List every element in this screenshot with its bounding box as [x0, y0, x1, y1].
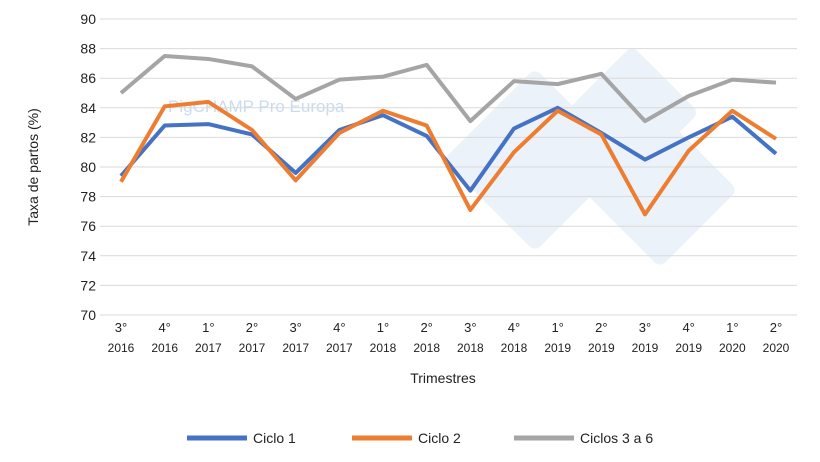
x-tick-year: 2019: [632, 341, 659, 355]
x-tick-label: 2°: [770, 320, 782, 335]
x-axis-label: Trimestres: [410, 370, 476, 386]
x-tick-label: 2°: [246, 320, 258, 335]
x-tick-year: 2017: [282, 341, 309, 355]
watermark-logo: [446, 48, 735, 265]
x-tick-year: 2018: [413, 341, 440, 355]
x-tick-label: 2°: [595, 320, 607, 335]
x-tick-year: 2019: [588, 341, 615, 355]
x-tick-year: 2019: [544, 341, 571, 355]
x-tick-year: 2018: [457, 341, 484, 355]
x-tick-label: 4°: [158, 320, 170, 335]
x-tick-label: 4°: [682, 320, 694, 335]
y-tick-label: 74: [80, 248, 96, 264]
x-tick-label: 4°: [508, 320, 520, 335]
legend: Ciclo 1 Ciclo 2 Ciclos 3 a 6: [187, 430, 653, 446]
legend-label: Ciclos 3 a 6: [580, 430, 653, 446]
x-tick-year: 2018: [501, 341, 528, 355]
x-tick-year: 2019: [675, 341, 702, 355]
y-tick-label: 88: [80, 41, 96, 57]
y-tick-label: 70: [80, 307, 96, 323]
x-tick-label: 1°: [377, 320, 389, 335]
x-tick-year: 2017: [239, 341, 266, 355]
legend-label: Ciclo 2: [418, 430, 461, 446]
y-tick-label: 82: [80, 129, 96, 145]
x-tick-year: 2016: [108, 341, 135, 355]
y-tick-label: 72: [80, 277, 96, 293]
series-line-3: [119, 54, 777, 124]
x-tick-year: 2017: [195, 341, 222, 355]
x-tick-label: 4°: [333, 320, 345, 335]
series-line-1: [119, 105, 778, 193]
series-line-2: [119, 99, 778, 217]
y-tick-label: 76: [80, 218, 96, 234]
y-tick-label: 84: [80, 100, 96, 116]
y-tick-label: 86: [80, 70, 96, 86]
x-tick-year: 2020: [719, 341, 746, 355]
x-tick-year: 2017: [326, 341, 353, 355]
legend-label: Ciclo 1: [253, 430, 296, 446]
y-tick-label: 90: [80, 11, 96, 27]
y-tick-label: 80: [80, 159, 96, 175]
x-tick-label: 3°: [115, 320, 127, 335]
x-tick-label: 3°: [639, 320, 651, 335]
x-tick-label: 3°: [289, 320, 301, 335]
y-tick-label: 78: [80, 189, 96, 205]
x-tick-label: 1°: [551, 320, 563, 335]
x-tick-year: 2020: [763, 341, 790, 355]
x-tick-label: 1°: [726, 320, 738, 335]
y-axis-label: Taxa de partos (%): [25, 108, 41, 226]
x-tick-year: 2016: [151, 341, 178, 355]
x-tick-label: 3°: [464, 320, 476, 335]
x-tick-year: 2018: [370, 341, 397, 355]
x-tick-label: 2°: [420, 320, 432, 335]
watermark-text: PigCHAMP Pro Europa: [168, 97, 345, 116]
x-tick-label: 1°: [202, 320, 214, 335]
